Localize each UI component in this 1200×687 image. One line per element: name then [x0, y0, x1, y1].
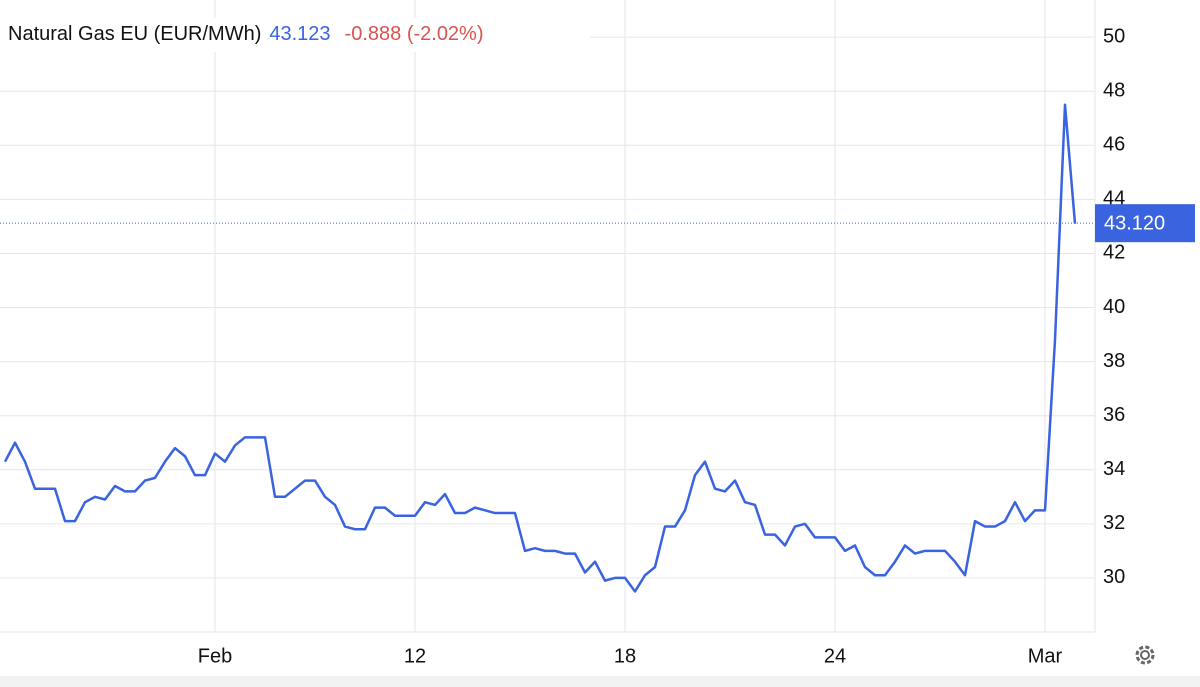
settings-icon[interactable]	[1135, 645, 1155, 665]
y-tick-label: 30	[1103, 566, 1125, 588]
y-tick-label: 50	[1103, 25, 1125, 47]
y-tick-label: 46	[1103, 134, 1125, 156]
title: Natural Gas EU (EUR/MWh)	[8, 23, 261, 45]
x-tick-label: Mar	[1028, 645, 1063, 667]
y-tick-label: 48	[1103, 80, 1125, 102]
footer-strip	[0, 676, 1200, 687]
last-value: 43.123	[269, 23, 330, 45]
grid	[0, 0, 1095, 632]
y-tick-label: 40	[1103, 296, 1125, 318]
x-tick-label: 18	[614, 645, 636, 667]
x-tick-label: Feb	[198, 645, 232, 667]
y-tick-label: 32	[1103, 512, 1125, 534]
current-price-box	[1095, 204, 1195, 243]
x-tick-label: 24	[824, 645, 846, 667]
chart-title: Natural Gas EU (EUR/MWh) 43.123 -0.888 (-2…	[8, 23, 484, 45]
y-tick-label: 34	[1103, 458, 1125, 480]
price-line	[3, 103, 1077, 593]
y-tick-label: 42	[1103, 242, 1125, 264]
x-tick-label: 12	[404, 645, 426, 667]
plot	[0, 103, 1095, 593]
change: -0.888 (-2.02%)	[345, 23, 484, 45]
header-bg	[0, 18, 590, 52]
y-tick-label: 36	[1103, 404, 1125, 426]
y-tick-label: 44	[1103, 188, 1125, 210]
current-price-label: 43.120	[1104, 212, 1165, 234]
y-tick-label: 38	[1103, 350, 1125, 372]
